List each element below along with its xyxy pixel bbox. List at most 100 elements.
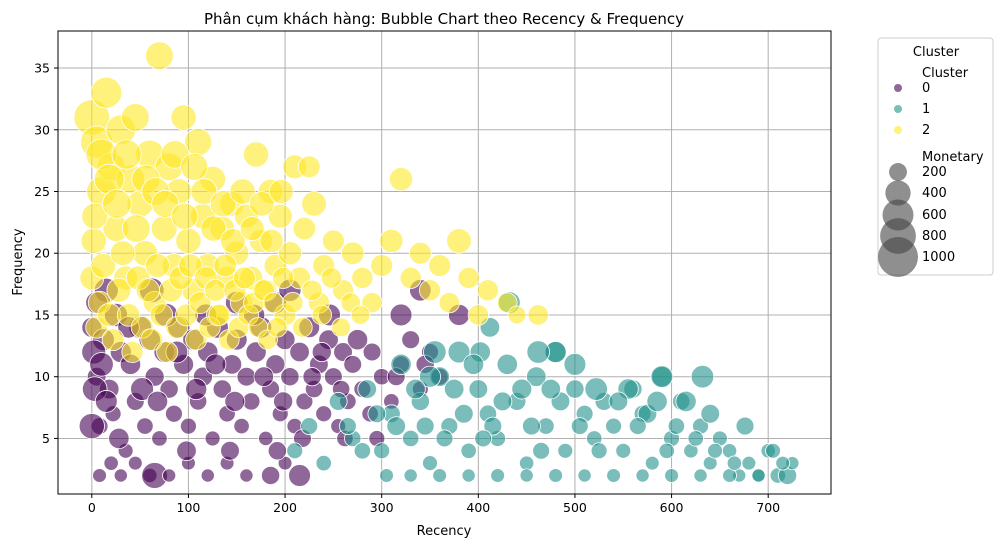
bubble-point xyxy=(435,429,454,448)
legend-hue-label: 0 xyxy=(922,81,930,96)
bubble-point xyxy=(110,240,136,266)
bubble-point xyxy=(693,468,708,483)
legend-hue-marker xyxy=(894,105,902,113)
bubble-point xyxy=(200,215,227,242)
bubble-point xyxy=(432,468,447,483)
bubble-point xyxy=(557,442,574,459)
x-tick-label: 300 xyxy=(370,500,394,515)
bubble-point xyxy=(259,228,284,253)
bubble-point xyxy=(121,341,144,363)
bubble-point xyxy=(94,390,118,413)
bubble-point xyxy=(261,465,281,486)
bubble-point xyxy=(664,468,679,483)
legend-size-title: Monetary xyxy=(922,150,984,165)
bubble-point xyxy=(149,303,174,327)
bubble-point xyxy=(253,366,275,387)
legend-title: Cluster xyxy=(913,45,960,60)
bubble-point xyxy=(106,277,132,303)
bubble-point xyxy=(233,266,256,290)
series-cluster-1 xyxy=(286,291,800,486)
bubble-point xyxy=(135,278,160,303)
x-tick-label: 0 xyxy=(88,500,96,515)
bubble-point xyxy=(320,267,343,289)
bubble-point xyxy=(297,155,321,179)
y-tick-label: 15 xyxy=(34,307,50,322)
bubble-point xyxy=(102,189,132,219)
bubble-point xyxy=(80,227,107,254)
bubble-point xyxy=(422,455,438,472)
bubble-point xyxy=(101,328,125,352)
bubble-point xyxy=(351,266,374,289)
bubble-point xyxy=(386,416,406,436)
bubble-point xyxy=(707,442,723,459)
bubble-point xyxy=(467,304,489,326)
bubble-point xyxy=(461,468,476,483)
bubble-point xyxy=(644,455,660,471)
axis-ticks: 0 100 200 300 400 500 600 700 5 10 15 20 25 30 35 xyxy=(34,61,780,515)
bubble-point xyxy=(292,317,313,338)
bubble-point xyxy=(415,416,435,436)
bubble-point xyxy=(443,378,465,400)
legend-size-label: 1000 xyxy=(922,250,955,265)
bubble-point xyxy=(340,241,365,265)
bubble-point xyxy=(522,416,541,436)
bubble-point xyxy=(605,417,622,435)
bubble-point xyxy=(476,279,499,302)
legend-size-marker xyxy=(885,180,911,206)
bubble-point xyxy=(735,416,755,436)
bubble-point xyxy=(403,468,418,483)
bubble-point xyxy=(462,353,485,375)
bubble-point xyxy=(490,468,505,483)
bubble-point xyxy=(220,228,246,254)
legend: Cluster Cluster 0 1 2 Monetary 200 400 600 80… xyxy=(877,37,994,277)
bubble-point xyxy=(108,427,130,450)
legend-hue-marker xyxy=(894,84,902,92)
legend-hue-title: Cluster xyxy=(922,66,969,81)
bubble-point xyxy=(687,430,704,447)
y-tick-label: 10 xyxy=(34,369,50,384)
bubble-point xyxy=(213,253,237,278)
bubble-point xyxy=(204,353,227,376)
bubble-point xyxy=(419,279,441,302)
bubble-point xyxy=(608,391,629,412)
bubble-point xyxy=(532,441,551,460)
bubble-point xyxy=(258,430,274,447)
bubble-point xyxy=(146,390,169,412)
bubble-point xyxy=(188,291,212,314)
y-tick-label: 25 xyxy=(34,184,50,199)
bubble-point xyxy=(650,365,674,389)
bubble-point xyxy=(751,468,766,483)
bubble-point xyxy=(180,417,197,435)
legend-size-label: 600 xyxy=(922,208,947,223)
bubble-point xyxy=(136,417,154,435)
bubble-point xyxy=(170,104,197,131)
x-tick-label: 500 xyxy=(563,500,587,515)
bubble-point xyxy=(526,340,550,364)
bubble-point xyxy=(145,41,174,70)
bubble-point xyxy=(548,468,563,483)
bubble-point xyxy=(113,468,128,483)
x-tick-label: 400 xyxy=(466,500,490,515)
bubble-point xyxy=(170,202,199,230)
bubble-point xyxy=(419,365,441,388)
bubble-point xyxy=(301,279,323,301)
bubble-point xyxy=(460,442,477,459)
y-axis-label: Frequency xyxy=(11,228,26,295)
bubble-point xyxy=(584,377,608,401)
bubble-point xyxy=(338,417,357,435)
bubble-point xyxy=(496,353,518,375)
bubble-point xyxy=(379,228,404,253)
bubble-point xyxy=(468,379,489,399)
bubble-point xyxy=(527,304,549,326)
bubble-point xyxy=(519,455,535,471)
bubble-point xyxy=(474,429,493,448)
bubble-point xyxy=(401,330,421,350)
bubble-point xyxy=(121,103,150,132)
chart-title: Phân cụm khách hàng: Bubble Chart theo R… xyxy=(204,10,684,28)
y-tick-label: 5 xyxy=(42,431,50,446)
legend-hue-label: 2 xyxy=(922,123,930,138)
bubble-point xyxy=(357,379,377,399)
bubble-point xyxy=(295,392,314,411)
bubble-point xyxy=(590,442,608,460)
bubble-point xyxy=(343,355,363,374)
